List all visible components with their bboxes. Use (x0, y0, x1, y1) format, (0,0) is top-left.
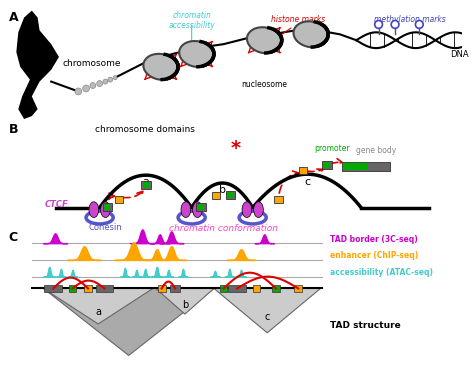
Text: DNA: DNA (450, 49, 469, 58)
Bar (199, 204, 204, 210)
Text: b: b (219, 185, 226, 195)
Text: promoter: promoter (314, 144, 350, 153)
Text: methylation marks: methylation marks (374, 15, 446, 24)
Circle shape (113, 76, 117, 80)
Polygon shape (16, 10, 59, 119)
Circle shape (75, 88, 82, 95)
Text: gene body: gene body (356, 147, 396, 156)
Text: chromosome domains: chromosome domains (95, 125, 195, 134)
Bar (45, 285, 62, 292)
Text: TAD structure: TAD structure (330, 321, 401, 330)
Bar (158, 285, 165, 292)
Text: *: * (230, 139, 240, 158)
Bar (299, 167, 308, 174)
Text: c: c (264, 312, 270, 322)
Text: chromatin
accessibility: chromatin accessibility (168, 10, 215, 30)
Bar (226, 191, 235, 199)
Text: histone marks: histone marks (271, 15, 325, 24)
Ellipse shape (254, 202, 264, 218)
Bar (253, 285, 260, 292)
Bar (84, 285, 92, 292)
Bar (228, 192, 233, 198)
Polygon shape (44, 288, 214, 355)
Bar (322, 162, 332, 169)
Text: a: a (95, 307, 101, 316)
Text: b: b (182, 300, 188, 310)
Bar (102, 203, 112, 211)
Circle shape (108, 77, 113, 82)
Bar (274, 196, 283, 203)
Text: accessibility (ATAC-seq): accessibility (ATAC-seq) (330, 268, 433, 277)
Circle shape (82, 85, 90, 92)
Text: c: c (305, 177, 311, 187)
Bar (272, 285, 280, 292)
Circle shape (90, 83, 96, 89)
Polygon shape (214, 288, 320, 333)
Bar (170, 285, 180, 292)
Bar (115, 196, 123, 203)
Ellipse shape (293, 21, 328, 47)
Ellipse shape (192, 202, 202, 218)
Ellipse shape (100, 202, 110, 218)
Text: B: B (9, 123, 18, 136)
Bar (211, 192, 220, 199)
Bar (96, 285, 113, 292)
Bar (197, 203, 206, 211)
Ellipse shape (181, 202, 191, 218)
Ellipse shape (247, 27, 282, 53)
Text: chromosome: chromosome (63, 59, 121, 68)
Circle shape (391, 21, 399, 28)
Text: chromatin conformation: chromatin conformation (169, 224, 278, 233)
Ellipse shape (89, 202, 99, 218)
Circle shape (415, 21, 423, 28)
Polygon shape (156, 288, 214, 314)
Bar (141, 181, 151, 189)
Text: a: a (143, 177, 150, 187)
Bar (143, 182, 149, 188)
Ellipse shape (143, 54, 178, 80)
Text: CTCF: CTCF (45, 200, 69, 209)
Bar (294, 285, 302, 292)
Circle shape (375, 21, 383, 28)
Bar (342, 162, 390, 171)
Circle shape (103, 79, 108, 84)
Text: TAD border (3C-seq): TAD border (3C-seq) (330, 235, 418, 244)
Text: Cohesin: Cohesin (88, 223, 122, 233)
Ellipse shape (179, 41, 214, 67)
Circle shape (97, 81, 102, 86)
Text: enhancer (ChIP-seq): enhancer (ChIP-seq) (330, 251, 419, 260)
Text: C: C (9, 232, 18, 244)
Text: A: A (9, 10, 18, 24)
Bar (69, 285, 76, 292)
Bar (104, 204, 110, 210)
Bar (228, 285, 246, 292)
Polygon shape (44, 288, 153, 324)
Bar (324, 162, 330, 168)
Text: nucleosome: nucleosome (241, 80, 287, 89)
Bar (220, 285, 228, 292)
Bar (344, 163, 368, 170)
Ellipse shape (242, 202, 252, 218)
